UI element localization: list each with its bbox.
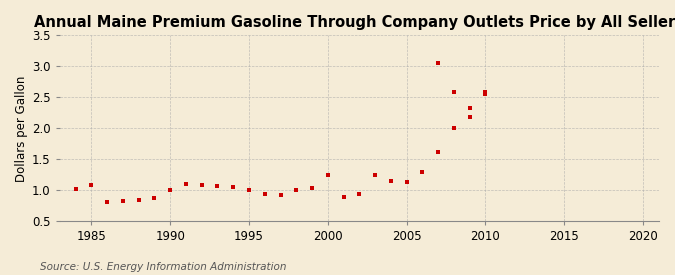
Y-axis label: Dollars per Gallon: Dollars per Gallon <box>15 75 28 182</box>
Title: Annual Maine Premium Gasoline Through Company Outlets Price by All Sellers: Annual Maine Premium Gasoline Through Co… <box>34 15 675 30</box>
Text: Source: U.S. Energy Information Administration: Source: U.S. Energy Information Administ… <box>40 262 287 272</box>
